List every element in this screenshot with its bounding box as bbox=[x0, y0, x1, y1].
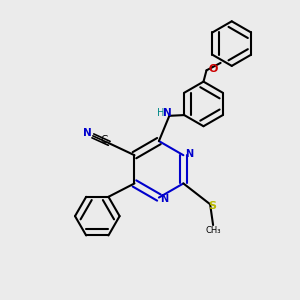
Text: N: N bbox=[185, 149, 193, 159]
Text: N: N bbox=[83, 128, 92, 138]
Text: H: H bbox=[157, 108, 164, 118]
Text: O: O bbox=[208, 64, 218, 74]
Text: C: C bbox=[100, 135, 107, 145]
Text: S: S bbox=[208, 201, 217, 211]
Text: CH₃: CH₃ bbox=[205, 226, 221, 235]
Text: N: N bbox=[160, 194, 168, 204]
Text: N: N bbox=[164, 108, 172, 118]
